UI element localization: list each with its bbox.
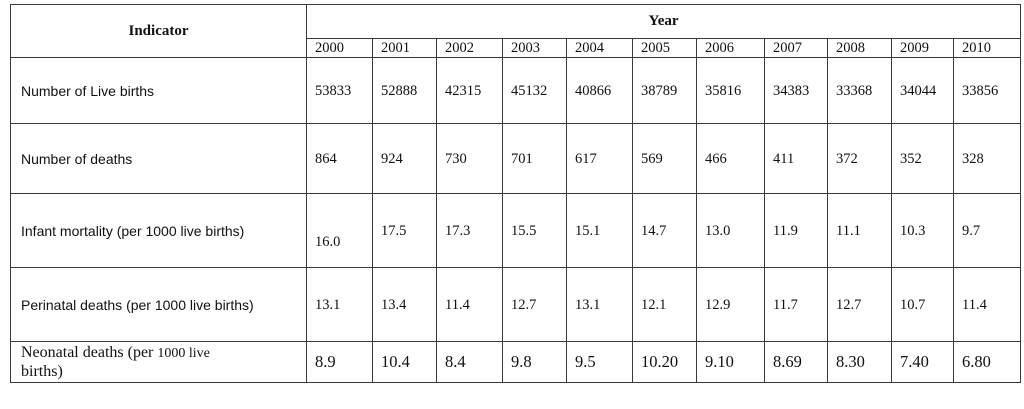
table-cell: 10.20 [632, 341, 697, 383]
table-cell: 9.7 [952, 193, 1022, 268]
table-cell: 42315 [436, 57, 503, 124]
table-cell: 38789 [632, 57, 697, 124]
table-cell: 10.4 [372, 341, 437, 383]
table-cell: 11.9 [764, 193, 828, 268]
table-cell: 466 [696, 123, 765, 194]
table-cell: 14.7 [632, 193, 697, 268]
table-cell: 35816 [696, 57, 765, 124]
table-cell: 701 [502, 123, 567, 194]
table-cell: 40866 [566, 57, 633, 124]
table-cell: 11.7 [764, 267, 828, 342]
table-cell: 924 [372, 123, 437, 194]
table-cell: 15.1 [566, 193, 633, 268]
table-cell: 730 [436, 123, 503, 194]
year-cell: 2006 [696, 38, 765, 58]
year-cell: 2010 [952, 38, 1022, 58]
table-cell: 9.5 [566, 341, 633, 383]
year-cell: 2009 [891, 38, 954, 58]
table-cell: 328 [952, 123, 1022, 194]
table-row: Neonatal deaths (per 1000 live births) 8.… [10, 341, 1022, 383]
table-cell: 8.69 [764, 341, 828, 383]
table-cell: 10.3 [891, 193, 954, 268]
table-row: Number of deaths 864 924 730 701 617 569… [10, 123, 1022, 194]
table-cell: 6.80 [952, 341, 1022, 383]
table-cell: 17.3 [436, 193, 503, 268]
table-cell: 33368 [827, 57, 892, 124]
table-cell: 11.1 [827, 193, 892, 268]
table-cell: 13.1 [566, 267, 633, 342]
year-cell: 2000 [306, 38, 373, 58]
year-cell: 2003 [502, 38, 567, 58]
table-cell: 15.5 [502, 193, 567, 268]
table-cell: 34044 [891, 57, 954, 124]
table-cell: 569 [632, 123, 697, 194]
table-cell: 52888 [372, 57, 437, 124]
header-row: Indicator Year [10, 4, 1022, 58]
table-cell: 9.10 [696, 341, 765, 383]
table-cell: 11.4 [952, 267, 1022, 342]
table-cell: 8.4 [436, 341, 503, 383]
table-cell: 8.9 [306, 341, 373, 383]
table-row: Number of Live births 53833 52888 42315 … [10, 57, 1022, 124]
indicator-label-main: Neonatal deaths (per [21, 343, 158, 361]
table-cell: 12.9 [696, 267, 765, 342]
indicator-label: Perinatal deaths (per 1000 live births) [10, 267, 307, 342]
table-cell: 7.40 [891, 341, 954, 383]
year-cell: 2004 [566, 38, 633, 58]
table-cell: 45132 [502, 57, 567, 124]
indicator-label: Infant mortality (per 1000 live births) [10, 193, 307, 268]
table-cell: 10.7 [891, 267, 954, 342]
table-cell: 13.4 [372, 267, 437, 342]
table-cell: 617 [566, 123, 633, 194]
table-row: Perinatal deaths (per 1000 live births) … [10, 267, 1022, 342]
years-row: 2000 2001 2002 2003 2004 2005 2006 2007 … [11, 38, 1022, 58]
indicator-label: Number of deaths [10, 123, 307, 194]
year-cell: 2001 [372, 38, 437, 58]
year-header: Year [305, 4, 1022, 39]
neonatal-indicators-table: Indicator Year 2000 2001 2002 2003 2004 … [10, 4, 1022, 383]
table-cell: 411 [764, 123, 828, 194]
indicator-label-tail: births) [21, 362, 63, 380]
table-cell: 13.1 [306, 267, 373, 342]
indicator-header: Indicator [10, 4, 307, 58]
year-cell: 2005 [632, 38, 697, 58]
table-cell: 12.7 [502, 267, 567, 342]
table-cell: 8.30 [827, 341, 892, 383]
indicator-label-small: 1000 live [157, 345, 210, 361]
table-cell: 352 [891, 123, 954, 194]
table-cell: 53833 [306, 57, 373, 124]
table-cell: 12.7 [827, 267, 892, 342]
table-cell: 864 [306, 123, 373, 194]
year-cell: 2008 [827, 38, 892, 58]
table-cell: 16.0 [306, 193, 373, 268]
year-cell: 2007 [764, 38, 828, 58]
indicator-label: Neonatal deaths (per 1000 live births) [10, 341, 307, 383]
table-cell: 9.8 [502, 341, 567, 383]
table-cell: 33856 [952, 57, 1022, 124]
year-cell: 2002 [436, 38, 503, 58]
table-row: Infant mortality (per 1000 live births) … [10, 193, 1022, 268]
table-cell: 13.0 [696, 193, 765, 268]
table-cell: 11.4 [436, 267, 503, 342]
table-cell: 17.5 [372, 193, 437, 268]
table-cell: 372 [827, 123, 892, 194]
table-cell: 34383 [764, 57, 828, 124]
indicator-label: Number of Live births [10, 57, 307, 124]
table-cell: 12.1 [632, 267, 697, 342]
